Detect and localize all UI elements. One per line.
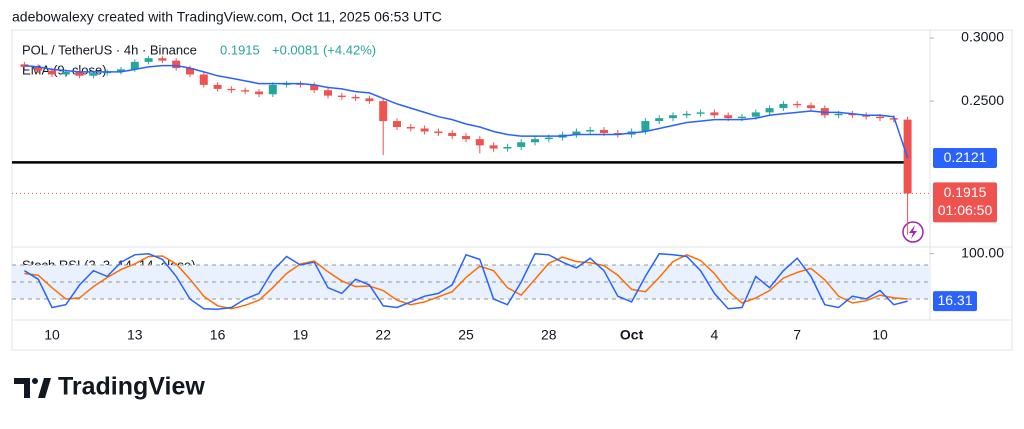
- y-tick-label: 0.3000: [961, 29, 1004, 45]
- candle-body: [241, 90, 250, 92]
- attribution: adebowalexy created with TradingView.com…: [12, 9, 442, 25]
- candle-body: [655, 118, 664, 122]
- candle-body: [586, 129, 595, 132]
- candle-body: [406, 126, 415, 129]
- chart-frame: [11, 29, 1013, 351]
- candle-body: [268, 84, 277, 95]
- x-tick-label: 16: [210, 327, 226, 343]
- candle-body: [876, 116, 884, 119]
- candle-body: [600, 129, 608, 134]
- ema-label: 0.2121: [944, 149, 987, 165]
- candle-body: [503, 146, 512, 149]
- candle-body: [751, 112, 760, 117]
- candle-body: [807, 105, 815, 109]
- price-label: 0.1915: [944, 184, 987, 200]
- x-tick-label: 28: [541, 327, 557, 343]
- stoch-label-box: [933, 291, 977, 312]
- x-tick-label: 10: [872, 327, 888, 343]
- y-tick-label: 100.00: [961, 244, 1004, 260]
- brand-logo: [14, 378, 51, 398]
- candle-body: [724, 115, 733, 119]
- candle-body: [379, 101, 388, 122]
- candle-body: [186, 68, 194, 75]
- brand-name: TradingView: [58, 373, 205, 401]
- ema-line: [24, 64, 909, 159]
- candle-body: [517, 142, 526, 147]
- candle-body: [172, 60, 181, 69]
- last-price: 0.1915: [220, 42, 260, 57]
- y-tick-label: 0.2500: [961, 92, 1004, 108]
- price-label-box: [933, 182, 997, 223]
- candle-body: [834, 113, 843, 116]
- ema-label-box: [933, 148, 997, 169]
- candle-body: [738, 116, 746, 119]
- x-tick-label: 10: [44, 327, 60, 343]
- candle-body: [255, 91, 263, 95]
- x-tick-label: 7: [793, 327, 801, 343]
- candle-body: [475, 139, 484, 146]
- logo-mark: [14, 378, 30, 398]
- candle-body: [144, 58, 153, 62]
- lightning-icon: [909, 225, 917, 239]
- candle-body: [117, 69, 125, 72]
- candle-body: [669, 115, 677, 119]
- candle-body: [420, 128, 429, 132]
- candle-body: [351, 96, 360, 99]
- candle-body: [75, 71, 84, 76]
- candle-body: [158, 58, 167, 61]
- candle-body: [337, 95, 346, 97]
- candle-body: [393, 121, 401, 127]
- x-tick-label: 19: [293, 327, 309, 343]
- candle-body: [227, 88, 236, 91]
- candle-body: [365, 98, 374, 102]
- candle-body: [48, 70, 56, 75]
- chart-title: POL / TetherUS · 4h · Binance: [22, 42, 197, 57]
- stoch-line: [24, 253, 908, 310]
- candle-body: [765, 108, 774, 113]
- x-tick-label: 22: [375, 327, 391, 343]
- candle-body: [696, 112, 705, 114]
- candle-body: [572, 131, 581, 135]
- candle-body: [779, 103, 788, 109]
- candle-body: [793, 103, 802, 106]
- stoch-line: [24, 252, 908, 310]
- candle-body: [682, 113, 691, 116]
- candle-body: [199, 74, 208, 85]
- candle-body: [448, 133, 457, 137]
- candle-body: [710, 112, 719, 116]
- candle-body: [462, 136, 470, 140]
- stoch-label: 16.31: [937, 292, 972, 308]
- x-tick-label: Oct: [620, 327, 644, 343]
- countdown: 01:06:50: [938, 202, 993, 218]
- x-tick-label: 13: [127, 327, 143, 343]
- candle-body: [34, 66, 43, 71]
- x-tick-label: 25: [458, 327, 474, 343]
- candle-body: [89, 73, 98, 76]
- candle-body: [130, 61, 139, 70]
- candle-body: [544, 137, 553, 140]
- candle-body: [61, 71, 70, 75]
- logo-mark: [38, 378, 51, 398]
- candle-body: [489, 145, 498, 149]
- price-change: +0.0081 (+4.42%): [272, 42, 376, 57]
- candle-body: [641, 121, 650, 132]
- candle-body: [531, 139, 539, 143]
- candle-body: [310, 84, 319, 91]
- candle-body: [213, 84, 222, 89]
- candle-body: [434, 131, 443, 134]
- candle-body: [324, 90, 332, 96]
- logo-dot: [32, 378, 38, 384]
- x-tick-label: 4: [711, 327, 719, 343]
